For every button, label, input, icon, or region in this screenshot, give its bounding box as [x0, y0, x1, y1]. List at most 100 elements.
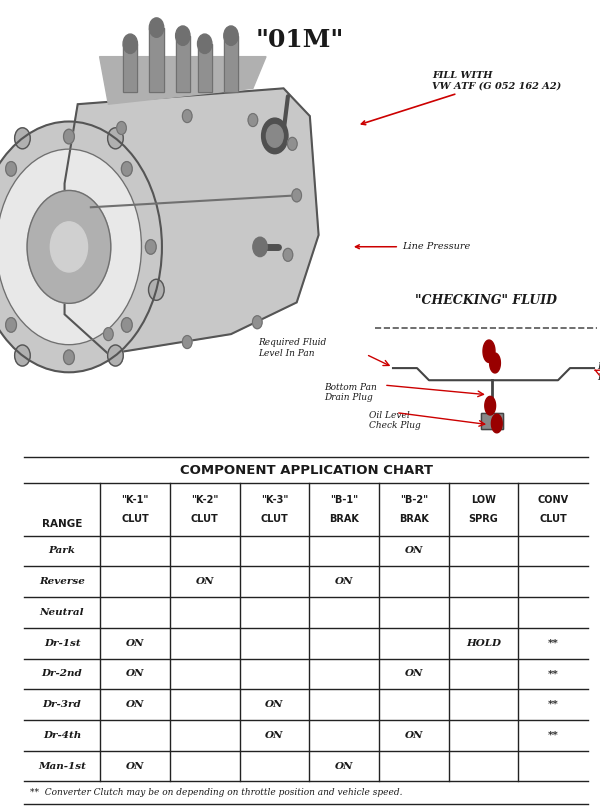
- Circle shape: [182, 110, 192, 123]
- Text: "B-2": "B-2": [400, 494, 428, 505]
- Bar: [197, 44, 212, 92]
- Circle shape: [266, 125, 283, 147]
- Bar: [197, 44, 212, 92]
- Circle shape: [5, 318, 16, 332]
- Bar: [176, 36, 190, 92]
- Circle shape: [64, 350, 74, 365]
- Bar: [224, 36, 238, 92]
- Circle shape: [27, 190, 111, 303]
- Text: **: **: [548, 731, 559, 740]
- Text: CLUT: CLUT: [191, 514, 218, 524]
- Text: RANGE: RANGE: [42, 519, 82, 529]
- Text: LOW: LOW: [471, 494, 496, 505]
- Circle shape: [64, 129, 74, 144]
- Bar: [224, 36, 238, 92]
- Circle shape: [121, 318, 132, 332]
- Text: Dr-1st: Dr-1st: [44, 638, 80, 648]
- Polygon shape: [490, 353, 500, 373]
- Text: Bottom Pan
Drain Plug: Bottom Pan Drain Plug: [324, 383, 377, 402]
- Circle shape: [149, 18, 164, 37]
- Circle shape: [107, 345, 123, 366]
- Text: ON: ON: [265, 700, 284, 709]
- Text: BRAK: BRAK: [399, 514, 429, 524]
- Text: ON: ON: [335, 577, 353, 587]
- Circle shape: [224, 26, 238, 45]
- Text: BRAK: BRAK: [329, 514, 359, 524]
- Text: "01M": "01M": [256, 28, 344, 53]
- Bar: [24, 457, 588, 804]
- Text: "CHECKING" FLUID: "CHECKING" FLUID: [415, 294, 557, 307]
- Circle shape: [0, 121, 162, 372]
- Text: Reverse: Reverse: [39, 577, 85, 587]
- Text: Dr-4th: Dr-4th: [43, 731, 81, 740]
- Text: Oil Level
Check Plug: Oil Level Check Plug: [369, 411, 421, 430]
- Text: CONV: CONV: [538, 494, 569, 505]
- Text: ON: ON: [126, 761, 144, 771]
- Text: Man-1st: Man-1st: [38, 761, 86, 771]
- Text: Park: Park: [49, 546, 76, 556]
- Circle shape: [0, 149, 142, 345]
- Text: Dr-3rd: Dr-3rd: [43, 700, 82, 709]
- Text: Required Fluid
Level In Pan: Required Fluid Level In Pan: [258, 338, 326, 358]
- Circle shape: [5, 162, 16, 176]
- Text: CLUT: CLUT: [539, 514, 567, 524]
- Bar: [149, 28, 164, 92]
- Text: Bottom
Pan: Bottom Pan: [597, 362, 600, 382]
- Text: **: **: [548, 638, 559, 648]
- Circle shape: [253, 237, 267, 256]
- Circle shape: [283, 248, 293, 261]
- Bar: [24, 457, 588, 804]
- Circle shape: [182, 336, 192, 349]
- Text: Dr-2nd: Dr-2nd: [41, 669, 82, 679]
- Polygon shape: [100, 57, 266, 104]
- Circle shape: [176, 26, 190, 45]
- Text: ON: ON: [126, 700, 144, 709]
- Text: HOLD: HOLD: [466, 638, 501, 648]
- Text: **: **: [548, 669, 559, 679]
- Text: Neutral: Neutral: [40, 608, 85, 617]
- Bar: [481, 413, 503, 429]
- Circle shape: [121, 162, 132, 176]
- Circle shape: [107, 128, 123, 149]
- Text: "K-1": "K-1": [121, 494, 149, 505]
- Text: "B-1": "B-1": [330, 494, 358, 505]
- Text: CLUT: CLUT: [260, 514, 288, 524]
- Text: ON: ON: [196, 577, 214, 587]
- Polygon shape: [65, 88, 319, 354]
- Bar: [481, 413, 503, 429]
- Circle shape: [149, 279, 164, 300]
- Polygon shape: [491, 414, 502, 433]
- Circle shape: [253, 316, 262, 328]
- Circle shape: [262, 118, 288, 154]
- Circle shape: [248, 113, 258, 126]
- Text: ON: ON: [265, 731, 284, 740]
- Circle shape: [50, 222, 88, 272]
- Text: Line Pressure: Line Pressure: [355, 242, 470, 252]
- Text: **  Converter Clutch may be on depending on throttle position and vehicle speed.: ** Converter Clutch may be on depending …: [30, 788, 403, 798]
- Polygon shape: [483, 340, 495, 362]
- Circle shape: [287, 138, 297, 150]
- Polygon shape: [485, 396, 496, 415]
- Circle shape: [14, 128, 30, 149]
- Circle shape: [116, 121, 126, 134]
- Text: FILL WITH
VW ATF (G 052 162 A2): FILL WITH VW ATF (G 052 162 A2): [361, 71, 561, 125]
- Bar: [123, 44, 137, 92]
- Circle shape: [145, 239, 156, 254]
- Text: ON: ON: [404, 546, 423, 556]
- Circle shape: [292, 189, 302, 202]
- Text: ON: ON: [335, 761, 353, 771]
- Circle shape: [104, 328, 113, 341]
- Circle shape: [123, 34, 137, 53]
- Text: ON: ON: [404, 669, 423, 679]
- Text: "K-3": "K-3": [260, 494, 288, 505]
- Text: **: **: [548, 700, 559, 709]
- Bar: [123, 44, 137, 92]
- Text: ON: ON: [126, 638, 144, 648]
- Text: SPRG: SPRG: [469, 514, 499, 524]
- Text: ON: ON: [126, 669, 144, 679]
- Text: CLUT: CLUT: [121, 514, 149, 524]
- Bar: [149, 28, 164, 92]
- Text: ON: ON: [404, 731, 423, 740]
- Circle shape: [14, 345, 30, 366]
- Text: COMPONENT APPLICATION CHART: COMPONENT APPLICATION CHART: [179, 464, 433, 477]
